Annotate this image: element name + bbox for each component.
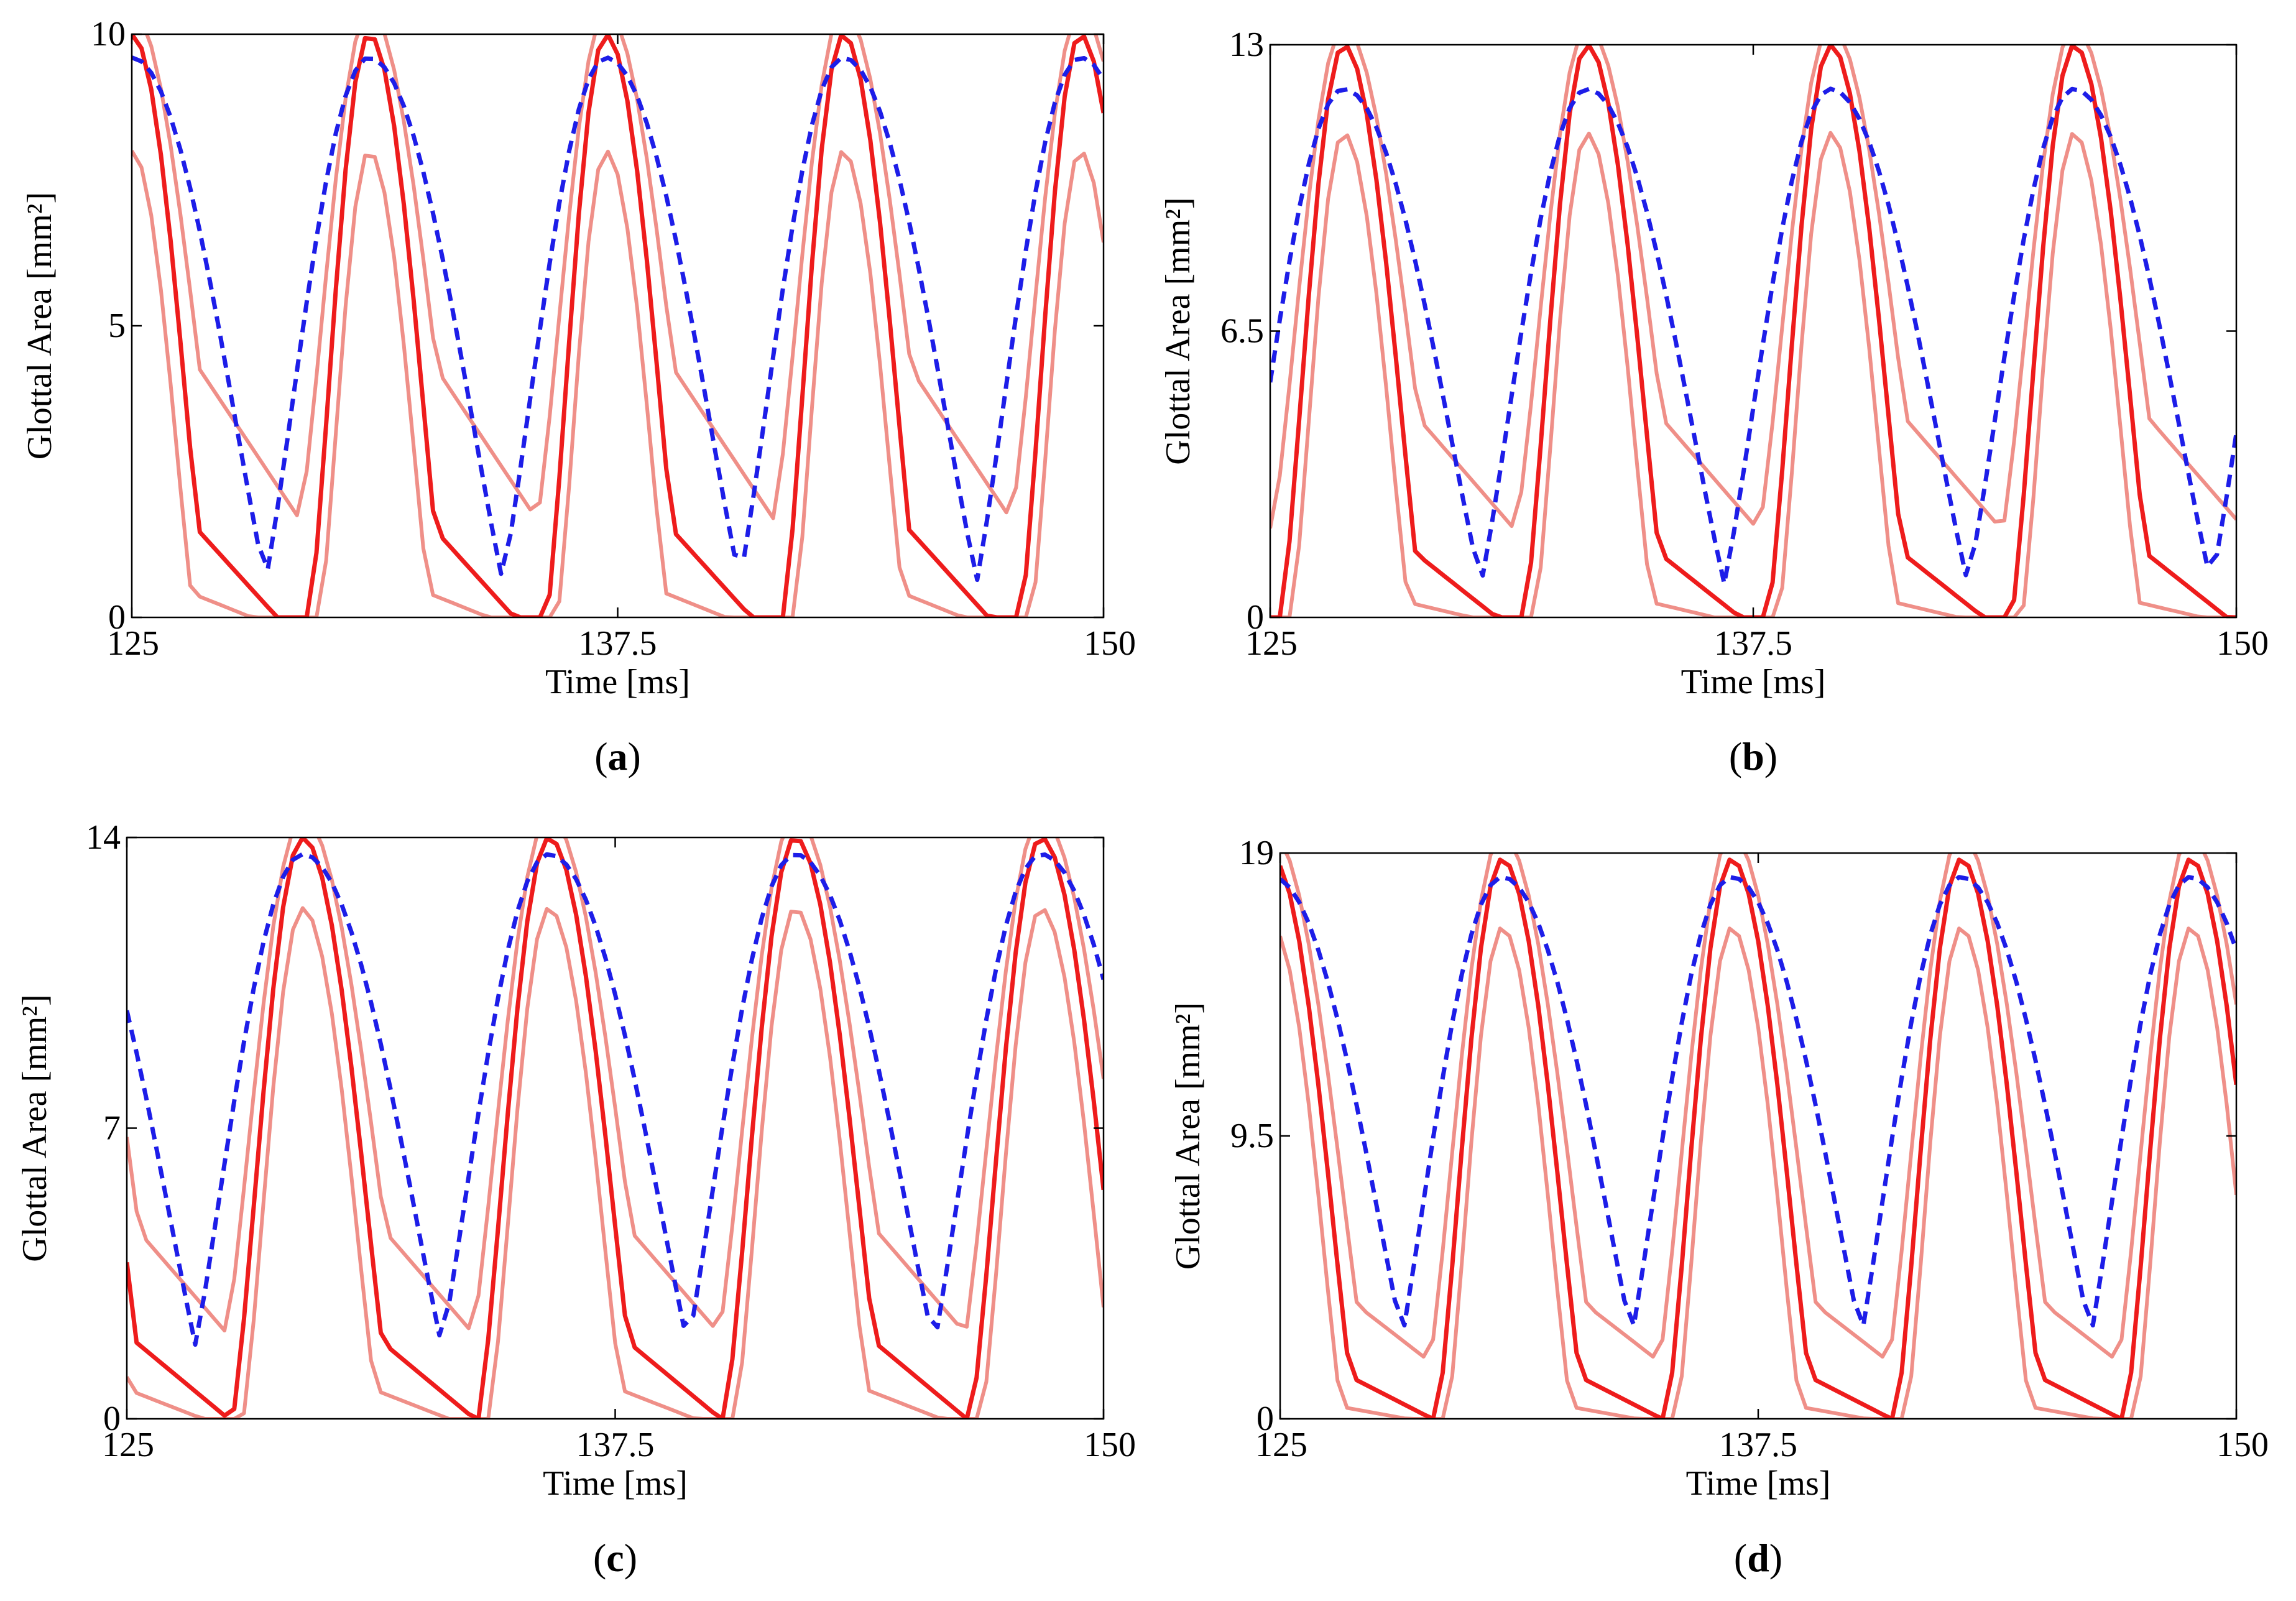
series-measured-bounds-upper: [144, 34, 1104, 520]
panel-label: (d): [1734, 1536, 1782, 1580]
series-measured-bounds-upper: [1270, 45, 2236, 529]
y-tick-label: 6.5: [1220, 312, 1264, 351]
series-measured-mean: [127, 837, 1104, 1419]
series-measured-mean: [1270, 45, 2236, 617]
series-simulated: [1280, 875, 2236, 1328]
series-measured-bounds-lower: [127, 906, 1104, 1419]
x-tick-label: 137.5: [1719, 1426, 1797, 1464]
plot-area: [1280, 853, 2236, 1419]
y-tick-label: 0: [103, 1400, 121, 1438]
x-axis-title: Time [ms]: [543, 1464, 688, 1503]
panel-c: 125 137.5 150 0 7 14 Time [ms] Glottal Area [mm…: [16, 818, 1136, 1580]
y-tick-label: 10: [91, 15, 126, 53]
panel-label: (a): [594, 734, 641, 778]
panel-a: 125 137.5 150 0 5 10 Time [ms] Glottal Area [mm…: [21, 15, 1136, 778]
x-axis-title: Time [ms]: [545, 663, 690, 701]
y-axis-title: Glottal Area [mm²]: [16, 994, 54, 1262]
x-tick-label: 137.5: [1714, 624, 1792, 663]
x-tick-label: 150: [2216, 624, 2269, 663]
series-measured-mean: [132, 34, 1104, 617]
y-tick-label: 5: [108, 307, 126, 345]
series-measured-bounds-lower: [1270, 131, 2236, 617]
panel-d: 125 137.5 150 0 9.5 19 Time [ms] Glottal Area […: [1169, 834, 2269, 1580]
y-tick-label: 19: [1239, 834, 1274, 872]
x-tick-label: 150: [1084, 624, 1136, 663]
panel-label: (b): [1729, 734, 1777, 778]
panel-label: (c): [593, 1536, 637, 1580]
plot-area: [127, 837, 1104, 1419]
y-axis-title: Glottal Area [mm²]: [1169, 1002, 1207, 1270]
axes-frame: [131, 33, 1105, 619]
x-tick-label: 150: [2216, 1426, 2269, 1464]
series-simulated: [132, 55, 1104, 583]
x-tick-label: 125: [107, 624, 159, 663]
x-tick-label: 137.5: [576, 1426, 655, 1464]
series-simulated: [1270, 86, 2236, 586]
x-tick-label: 150: [1084, 1426, 1136, 1464]
plot-area: [132, 34, 1104, 617]
y-tick-label: 7: [103, 1109, 121, 1148]
y-axis-title: Glottal Area [mm²]: [21, 192, 59, 459]
x-axis-title: Time [ms]: [1686, 1464, 1831, 1503]
x-tick-label: 125: [1255, 1426, 1307, 1464]
y-axis-title: Glottal Area [mm²]: [1159, 197, 1197, 464]
y-tick-label: 0: [108, 598, 126, 637]
series-measured-bounds-lower: [1280, 926, 2236, 1419]
plot-area: [1270, 45, 2236, 617]
panel-b: 125 137.5 150 0 6.5 13 Time [ms] Glottal Area […: [1159, 25, 2269, 778]
x-axis-title: Time [ms]: [1681, 663, 1826, 701]
y-tick-label: 9.5: [1230, 1117, 1274, 1155]
series-measured-bounds-upper: [1284, 853, 2236, 1359]
x-tick-label: 125: [102, 1426, 154, 1464]
series-simulated: [127, 852, 1104, 1347]
x-tick-label: 137.5: [579, 624, 657, 663]
y-tick-label: 14: [86, 818, 121, 857]
series-measured-mean: [1280, 857, 2236, 1419]
y-tick-label: 0: [1256, 1400, 1274, 1438]
series-measured-bounds-lower: [132, 149, 1104, 617]
y-tick-label: 0: [1247, 598, 1264, 637]
y-tick-label: 13: [1229, 25, 1264, 64]
x-tick-label: 125: [1245, 624, 1298, 663]
